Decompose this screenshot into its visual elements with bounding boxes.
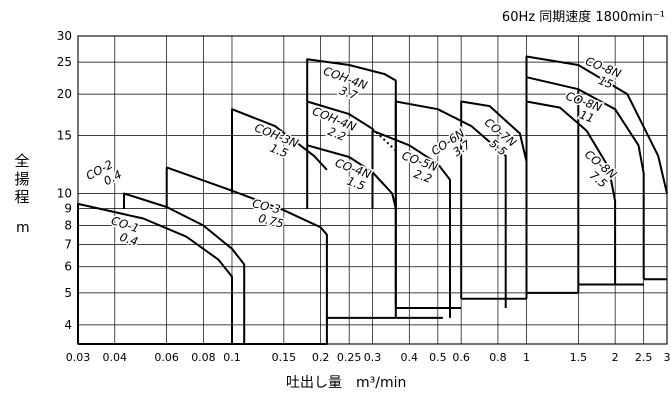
series-label: CO-20.4 <box>82 156 125 190</box>
x-tick-label: 3 <box>664 351 671 364</box>
x-tick-label: 0.1 <box>223 351 241 364</box>
y-tick-label: 6 <box>64 260 72 274</box>
series-label: CO-10.4 <box>108 212 142 250</box>
y-tick-label: 5 <box>64 286 72 300</box>
series-curve <box>165 166 328 345</box>
series-curve <box>123 192 246 345</box>
x-tick-label: 0.08 <box>191 351 216 364</box>
x-tick-label: 0.3 <box>364 351 382 364</box>
y-tick-label: 7 <box>64 238 72 252</box>
series-curve <box>526 76 645 280</box>
series-curve <box>525 55 668 293</box>
series-curve <box>77 202 233 345</box>
x-tick-label: 0.04 <box>103 351 128 364</box>
y-tick-label: 9 <box>64 202 72 216</box>
y-tick-label: 30 <box>57 29 72 43</box>
x-tick-label: 0.2 <box>312 351 330 364</box>
y-axis-unit: m <box>16 220 30 236</box>
x-tick-label: 0.06 <box>154 351 179 364</box>
series-label: COH-4N2.2 <box>309 102 360 145</box>
series-curve <box>231 108 328 194</box>
x-tick-label: 0.25 <box>337 351 362 364</box>
x-tick-label: 0.15 <box>272 351 297 364</box>
y-tick-label: 20 <box>57 87 72 101</box>
series-curve <box>306 100 374 146</box>
y-tick-label: 8 <box>64 218 72 232</box>
series-label: COH-3N1.5 <box>251 119 302 162</box>
dotted-boundary-line <box>371 128 397 152</box>
x-tick-label: 1 <box>523 351 530 364</box>
series-curve <box>394 100 507 308</box>
y-tick-label: 15 <box>57 128 72 142</box>
y-tick-label: 10 <box>57 186 72 200</box>
series-curve <box>526 100 617 285</box>
y-tick-label: 25 <box>57 55 72 69</box>
y-tick-label: 4 <box>64 318 72 332</box>
series-label-power: 11 <box>578 107 597 125</box>
x-axis-label: 吐出し量 m³/min <box>286 375 407 391</box>
x-tick-label: 1.5 <box>570 351 588 364</box>
x-tick-label: 0.03 <box>66 351 91 364</box>
x-tick-label: 2 <box>612 351 619 364</box>
series-label: COH-4N3.7 <box>320 62 371 104</box>
series-label: CO-7N5.5 <box>480 114 521 161</box>
series-label: CO-4N1.5 <box>332 154 375 195</box>
x-tick-label: 2.5 <box>635 351 653 364</box>
y-axis-label: 全揚程 <box>14 152 30 206</box>
chart-title: 60Hz 同期速度 1800min⁻¹ <box>501 10 665 25</box>
series-curve <box>371 129 451 318</box>
series-label-power: 0.75 <box>257 211 285 231</box>
x-tick-label: 0.8 <box>489 351 507 364</box>
x-tick-label: 0.6 <box>452 351 470 364</box>
x-tick-label: 0.5 <box>429 351 447 364</box>
x-tick-label: 0.4 <box>401 351 419 364</box>
